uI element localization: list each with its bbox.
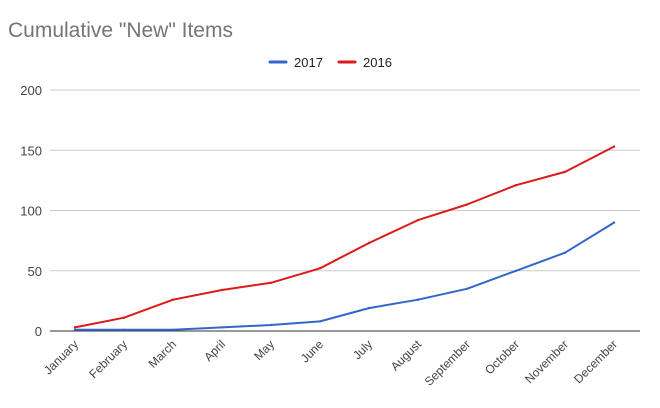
x-tick-label: March (146, 337, 179, 370)
y-tick-label: 50 (28, 264, 42, 279)
y-axis: 0 50 100 150 200 (20, 83, 42, 339)
data-point-2017 (220, 326, 224, 329)
series-group (73, 145, 616, 331)
series-line-2017 (74, 221, 615, 331)
chart-title: Cumulative "New" Items (8, 19, 233, 42)
data-point-2017 (612, 221, 616, 224)
data-point-2016 (73, 326, 77, 329)
data-point-2016 (122, 316, 126, 319)
x-tick-label: January (41, 337, 81, 377)
data-point-2017 (318, 320, 322, 323)
x-axis: January February March April May June July Augu… (41, 337, 620, 389)
data-point-2016 (563, 170, 567, 174)
data-point-2016 (612, 145, 616, 148)
data-point-2017 (563, 251, 567, 254)
series-line-2016 (74, 145, 615, 329)
x-tick-label: September (422, 337, 473, 388)
x-tick-label: July (350, 337, 375, 362)
x-tick-label: June (298, 337, 327, 366)
legend-label-2017: 2017 (294, 55, 323, 70)
x-tick-label: February (86, 337, 130, 381)
x-tick-label: November (522, 337, 571, 386)
data-point-2016 (514, 184, 518, 187)
data-point-2017 (367, 306, 371, 310)
legend-label-2016: 2016 (363, 55, 392, 70)
data-point-2016 (269, 281, 273, 284)
data-point-2017 (465, 287, 469, 290)
y-tick-label: 200 (20, 83, 42, 98)
x-tick-label: May (251, 337, 277, 363)
data-point-2017 (514, 269, 518, 272)
data-point-2017 (416, 298, 420, 301)
gridlines (50, 89, 640, 332)
x-tick-label: August (388, 337, 425, 374)
data-point-2016 (318, 267, 322, 270)
x-tick-label: December (571, 337, 620, 386)
data-point-2017 (73, 328, 77, 331)
data-point-2017 (122, 328, 126, 331)
legend: 2017 2016 (268, 55, 392, 70)
data-point-2016 (465, 203, 469, 206)
y-tick-label: 150 (20, 143, 42, 158)
data-point-2017 (171, 328, 175, 331)
y-tick-label: 100 (20, 204, 42, 219)
data-point-2016 (220, 288, 224, 292)
data-point-2016 (171, 298, 175, 301)
data-point-2017 (269, 323, 273, 327)
y-tick-label: 0 (35, 324, 42, 339)
data-point-2016 (416, 218, 420, 222)
x-tick-label: April (201, 337, 228, 364)
x-tick-label: October (482, 337, 522, 377)
data-point-2016 (367, 241, 371, 245)
